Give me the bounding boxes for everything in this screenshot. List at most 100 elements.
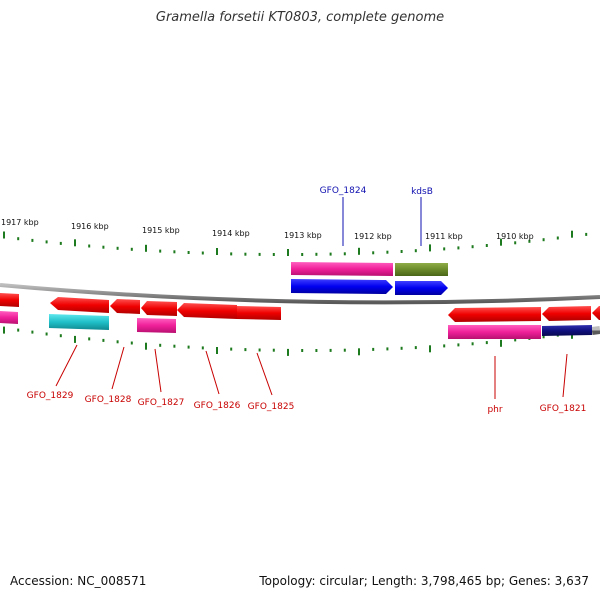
- feature-gfo-1827-cds[interactable]: [141, 301, 177, 316]
- scale-tick-minor: [59, 241, 62, 245]
- scale-tick-minor: [173, 344, 176, 348]
- feature-phr-gene[interactable]: [448, 325, 541, 339]
- genome-summary: Topology: circular; Length: 3,798,465 bp…: [259, 574, 589, 588]
- scale-tick-major: [3, 326, 5, 334]
- scale-tick-minor: [88, 337, 91, 341]
- scale-tick-minor: [443, 247, 446, 251]
- scale-ticks-top: [3, 230, 588, 256]
- feature-gfo-1829-rna[interactable]: [49, 314, 109, 330]
- gene-label-phr[interactable]: phr: [487, 405, 502, 415]
- feature-gfo-1826-cds[interactable]: [177, 303, 237, 319]
- scale-tick-major: [287, 348, 289, 356]
- scale-tick-minor: [414, 346, 417, 350]
- scale-label: 1917 kbp: [1, 218, 39, 227]
- scale-tick-minor: [130, 341, 133, 345]
- scale-tick-minor: [329, 348, 332, 352]
- scale-tick-minor: [45, 332, 48, 336]
- scale-label: 1913 kbp: [284, 231, 322, 240]
- scale-tick-minor: [528, 239, 531, 243]
- scale-tick-major: [500, 339, 502, 347]
- scale-tick-major: [216, 347, 218, 354]
- gene-label-gfo-1824[interactable]: GFO_1824: [320, 186, 367, 196]
- feature-gfo-1824-gene[interactable]: [291, 262, 393, 276]
- feature-kdsb-cds[interactable]: [395, 281, 448, 295]
- scale-tick-minor: [17, 237, 20, 241]
- scale-tick-minor: [343, 348, 346, 352]
- scale-tick-minor: [514, 338, 517, 342]
- scale-tick-minor: [230, 252, 233, 256]
- scale-tick-minor: [159, 343, 162, 347]
- gene-label-gfo-1827[interactable]: GFO_1827: [138, 398, 185, 408]
- gene-labels: GFO_1824 kdsB GFO_1829 GFO_1828 GFO_1827…: [27, 186, 587, 415]
- scale-tick-major: [3, 231, 5, 239]
- scale-tick-minor: [329, 252, 332, 256]
- scale-tick-minor: [514, 241, 517, 245]
- gene-label-gfo-1825[interactable]: GFO_1825: [248, 402, 295, 412]
- scale-tick-minor: [201, 251, 204, 255]
- scale-tick-major: [358, 247, 360, 255]
- scale-tick-minor: [159, 249, 162, 253]
- feature-gfo-1829-cds[interactable]: [50, 297, 109, 313]
- scale-tick-major: [358, 348, 360, 356]
- scale-tick-minor: [102, 245, 105, 249]
- feature-phr-cds[interactable]: [448, 307, 541, 322]
- scale-tick-minor: [187, 251, 190, 254]
- scale-label: 1912 kbp: [354, 232, 392, 241]
- gene-label-gfo-1828[interactable]: GFO_1828: [85, 395, 132, 405]
- scale-tick-minor: [457, 343, 460, 347]
- scale-tick-minor: [372, 347, 375, 351]
- feature-gfo-1821-cds[interactable]: [542, 306, 591, 321]
- scale-tick-minor: [556, 236, 559, 240]
- scale-tick-minor: [400, 346, 403, 350]
- scale-tick-minor: [45, 240, 48, 244]
- scale-tick-major: [145, 244, 147, 252]
- feature-gfo-1827-gene[interactable]: [137, 318, 176, 333]
- scale-label: 1915 kbp: [142, 226, 180, 235]
- gene-label-kdsb[interactable]: kdsB: [411, 187, 433, 197]
- feature-cds-edge-right[interactable]: [592, 306, 600, 320]
- scale-tick-minor: [315, 349, 318, 352]
- scale-tick-minor: [471, 342, 474, 346]
- scale-tick-minor: [116, 340, 119, 344]
- scale-tick-minor: [443, 344, 446, 348]
- genome-backbone-outer: [0, 283, 600, 305]
- scale-tick-minor: [31, 238, 34, 242]
- scale-tick-minor: [315, 252, 318, 256]
- scale-tick-minor: [414, 249, 417, 253]
- scale-tick-major: [74, 335, 76, 343]
- feature-gfo-1821-gene[interactable]: [542, 325, 592, 336]
- scale-tick-major: [145, 342, 147, 350]
- scale-label: 1910 kbp: [496, 232, 534, 241]
- gene-label-gfo-1826[interactable]: GFO_1826: [194, 401, 241, 411]
- gene-label-gfo-1829[interactable]: GFO_1829: [27, 391, 74, 401]
- feature-gfo-1824-cds[interactable]: [291, 279, 393, 294]
- forward-strand-features: [291, 262, 448, 295]
- map-title: Gramella forsetii KT0803, complete genom…: [155, 10, 445, 25]
- scale-tick-major: [500, 238, 502, 246]
- scale-tick-minor: [272, 253, 275, 256]
- scale-tick-minor: [130, 247, 133, 251]
- scale-tick-minor: [272, 348, 275, 352]
- accession-info: Accession: NC_008571: [10, 574, 147, 588]
- scale-tick-minor: [88, 244, 91, 248]
- feature-gene-edge-left[interactable]: [0, 311, 18, 324]
- feature-gfo-1825-cds[interactable]: [237, 306, 281, 320]
- scale-label: 1911 kbp: [425, 232, 463, 241]
- scale-tick-minor: [17, 328, 20, 332]
- feature-gfo-1828-cds[interactable]: [110, 299, 140, 314]
- scale-tick-minor: [457, 246, 460, 250]
- feature-cds-edge-left[interactable]: [0, 293, 19, 307]
- scale-tick-minor: [201, 346, 204, 350]
- scale-tick-major: [571, 230, 573, 238]
- scale-tick-minor: [372, 251, 375, 255]
- feature-kdsb-gene[interactable]: [395, 263, 448, 276]
- scale-label: 1914 kbp: [212, 229, 250, 238]
- scale-tick-major: [429, 244, 431, 252]
- scale-tick-minor: [116, 246, 119, 250]
- scale-tick-minor: [102, 338, 105, 342]
- gene-label-gfo-1821[interactable]: GFO_1821: [540, 404, 587, 414]
- scale-labels: 1917 kbp 1916 kbp 1915 kbp 1914 kbp 1913…: [1, 218, 534, 241]
- scale-tick-major: [429, 345, 431, 353]
